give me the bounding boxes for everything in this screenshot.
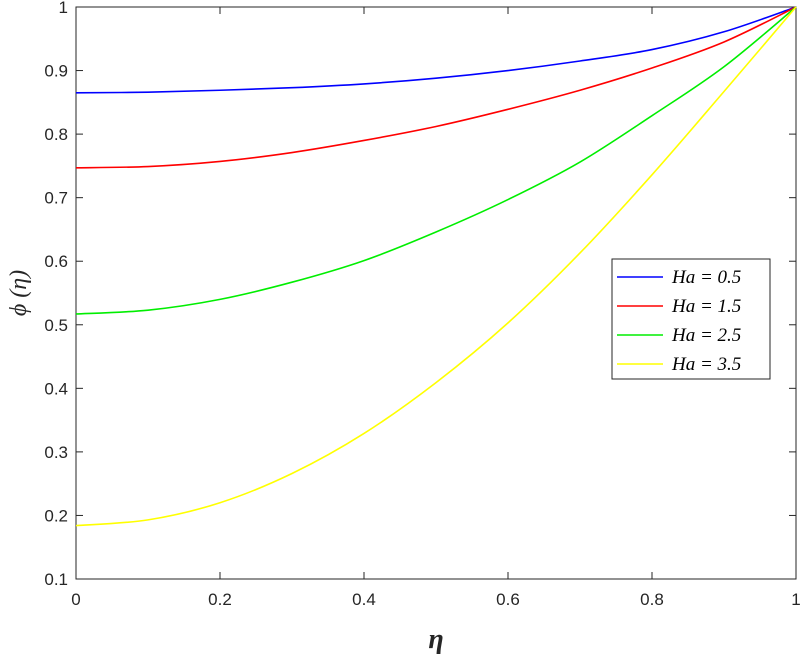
y-axis-title: ϕ (η)	[6, 270, 32, 316]
y-tick-label: 0.5	[44, 316, 68, 335]
y-tick-label: 0.3	[44, 443, 68, 462]
x-axis-title: η	[428, 624, 443, 655]
x-tick-label: 1	[791, 590, 800, 609]
y-tick-label: 0.9	[44, 62, 68, 81]
series-line-2	[75, 6, 797, 169]
y-axis: 0.1 0.2 0.3 0.4 0.5 0.6 0.7 0.8 0.9 1	[44, 0, 796, 589]
y-tick-label: 1	[59, 0, 68, 17]
series-line-4	[75, 6, 797, 527]
legend: Ha = 0.5 Ha = 1.5 Ha = 2.5 Ha = 3.5	[611, 258, 771, 380]
y-tick-label: 0.7	[44, 189, 68, 208]
y-tick-label: 0.6	[44, 252, 68, 271]
series-lines	[75, 6, 797, 527]
series-line-3	[75, 6, 797, 315]
x-axis: 0 0.2 0.4 0.6 0.8 1	[71, 7, 800, 609]
legend-box	[611, 258, 771, 380]
series-line-1	[75, 6, 797, 94]
y-tick-label: 0.4	[44, 379, 68, 398]
y-tick-label: 0.1	[44, 570, 68, 589]
y-tick-label: 0.2	[44, 506, 68, 525]
x-tick-label: 0.8	[640, 590, 664, 609]
legend-label: Ha = 3.5	[671, 354, 741, 375]
x-tick-label: 0.2	[208, 590, 232, 609]
legend-label: Ha = 0.5	[671, 267, 741, 288]
y-tick-label: 0.8	[44, 125, 68, 144]
legend-label: Ha = 2.5	[671, 325, 741, 346]
x-tick-label: 0.6	[496, 590, 520, 609]
x-tick-label: 0.4	[352, 590, 376, 609]
legend-label: Ha = 1.5	[671, 296, 741, 317]
x-tick-label: 0	[71, 590, 80, 609]
